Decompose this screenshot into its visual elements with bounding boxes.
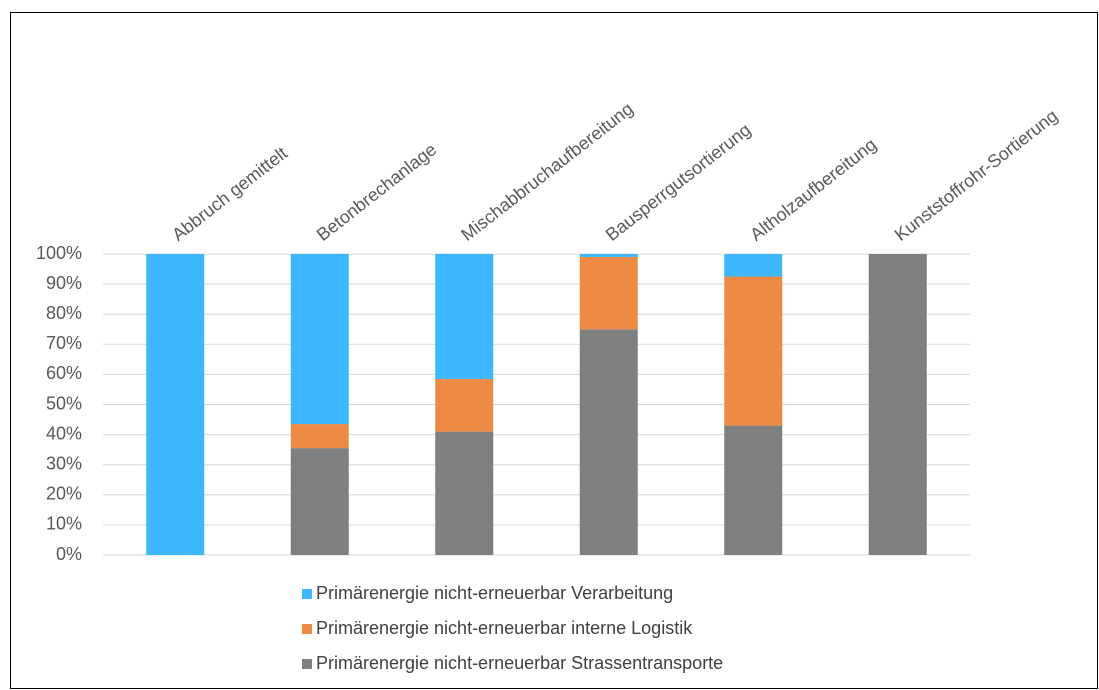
legend-swatch <box>302 659 312 669</box>
bar-segment <box>435 431 494 555</box>
bar-segment <box>724 425 783 555</box>
legend: Primärenergie nicht-erneuerbar Verarbeit… <box>302 583 723 673</box>
bar-segment <box>290 448 349 555</box>
y-tick-label: 80% <box>46 303 82 323</box>
x-tick-label: Betonbrechanlage <box>313 139 440 245</box>
bar-segment <box>579 257 638 330</box>
bar-segment <box>868 254 927 555</box>
bar-segment <box>579 329 638 555</box>
y-tick-label: 30% <box>46 453 82 473</box>
y-tick-label: 60% <box>46 363 82 383</box>
y-tick-label: 20% <box>46 484 82 504</box>
bar-segment <box>290 424 349 449</box>
frame <box>10 12 1098 689</box>
legend-label: Primärenergie nicht-erneuerbar Strassent… <box>316 653 723 673</box>
bar-segment <box>290 254 349 425</box>
bar-segment <box>724 276 783 426</box>
y-tick-label: 90% <box>46 273 82 293</box>
legend-swatch <box>302 624 312 634</box>
y-tick-label: 0% <box>56 544 82 564</box>
legend-swatch <box>302 589 312 599</box>
bar-segment <box>579 254 638 258</box>
y-tick-label: 70% <box>46 333 82 353</box>
bar-segment <box>724 254 783 277</box>
legend-label: Primärenergie nicht-erneuerbar Verarbeit… <box>316 583 673 603</box>
bar-segment <box>435 254 494 379</box>
x-tick-label: Bausperrgutsortierung <box>602 119 755 244</box>
y-tick-label: 10% <box>46 514 82 534</box>
x-tick-label: Altholzaufbereitung <box>746 134 880 245</box>
legend-label: Primärenergie nicht-erneuerbar interne L… <box>316 618 693 638</box>
bar-segment <box>435 378 494 432</box>
bar-segment <box>146 254 205 555</box>
x-tick-label: Kunststoffrohr-Sortierung <box>891 106 1062 245</box>
x-tick-label: Abbruch gemittelt <box>168 143 291 245</box>
y-tick-label: 100% <box>36 243 82 263</box>
y-tick-label: 40% <box>46 423 82 443</box>
y-tick-label: 50% <box>46 393 82 413</box>
